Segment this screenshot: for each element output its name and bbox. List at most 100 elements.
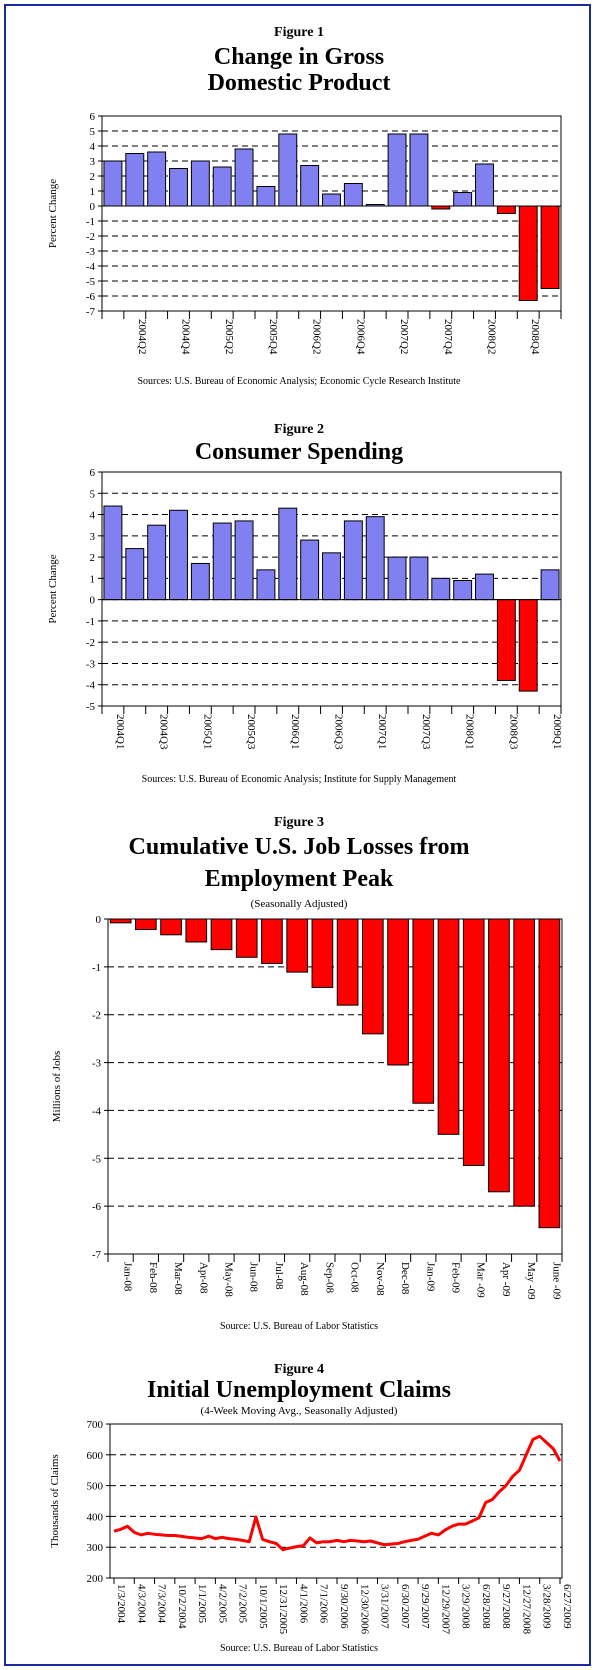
figure-1-bar [300,165,320,207]
figure-4-xtick-label: 7/3/2004 [156,1584,168,1624]
figure-3-ytick-label: -7 [92,1249,102,1261]
figure-2-bar [212,522,232,601]
figure-3-bar [160,918,182,936]
figure-3-label: Figure 3 [274,815,324,830]
figure-1-ytick-label: 0 [90,201,96,213]
figure-1-bar [169,168,188,207]
figure-1-xtick-label: 2008Q2 [486,319,498,354]
figure-3-xtick-label: May-08 [223,1262,235,1297]
figure-4-series-line [113,1434,562,1552]
figure-2-bar [540,569,560,601]
figure-2-bar [256,569,276,601]
figure-1-bar [387,133,407,207]
figure-4-xtick-label: 12/29/2007 [439,1584,451,1635]
figure-2-xtick-label: 2005Q1 [201,714,213,749]
figure-3-source: Source: U.S. Bureau of Labor Statistics [220,1321,378,1332]
figures-panel: Figure 1 Change in Gross Domestic Product 6… [4,4,591,1666]
figure-2-xtick-label: 2009Q1 [551,714,563,749]
figure-3-title-line: Employment Peak [205,866,394,892]
figure-1-xtick-label: 2006Q2 [311,319,323,354]
figure-2-bar [453,579,473,601]
figure-4-source: Source: U.S. Bureau of Labor Statistics [220,1643,378,1654]
figure-3-bar [261,918,283,965]
figure-4-ytick-label: 200 [87,1573,104,1585]
figure-2-bar [169,509,188,601]
figure-2-bar [190,562,210,601]
figure-1-label: Figure 1 [274,25,324,40]
figure-1-xtick-label: 2007Q4 [442,319,454,355]
figure-4-xtick-label: 6/28/2008 [480,1584,492,1629]
figure-3-bar [538,918,561,1229]
figure-2-xtick-label: 2005Q3 [245,714,257,750]
figure-3-bar [311,918,334,988]
figure-4-xtick-label: 9/30/2006 [338,1584,350,1629]
figure-2-ytick-label: 3 [90,531,96,543]
figure-2-bar [278,507,298,601]
figure-1-source: Sources: U.S. Bureau of Economic Analysi… [138,376,462,387]
figure-3-bar [412,918,435,1104]
figure-2-bar [322,552,341,601]
figure-2-bar [431,577,451,601]
figure-1-xtick-label: 2007Q2 [398,319,410,354]
figure-4-ytick-label: 500 [87,1481,104,1493]
figure-2-ytick-label: -4 [86,680,96,692]
figure-4-xtick-label: 3/28/2009 [541,1584,553,1629]
figure-2-label: Figure 2 [274,422,324,437]
figure-3-xtick-label: Apr -09 [500,1262,512,1297]
figure-4-xtick-label: 12/27/2008 [520,1584,532,1635]
figure-4-xtick-label: 3/29/2008 [460,1584,472,1629]
figure-3-ytick-label: -6 [92,1201,102,1213]
figure-1-ytick-label: 5 [90,126,96,138]
figure-1-ytick-label: -1 [86,216,95,228]
figure-3-bar [437,918,460,1135]
figure-4-xtick-label: 12/31/2005 [277,1584,289,1635]
figure-1-bar [256,186,276,207]
figure-3-bar [109,918,132,924]
figure-2-xtick-label: 2007Q3 [420,714,432,750]
figure-1-ytick-label: -3 [86,246,96,258]
figure-1-xtick-label: 2004Q2 [136,319,148,354]
figure-3-xtick-label: Nov-08 [374,1262,386,1296]
figure-3-xtick-label: Mar-08 [172,1262,184,1295]
figure-2-ytick-label: -1 [86,616,95,628]
figure-2-ytick-label: 6 [90,467,96,479]
figure-3-xtick-label: Apr-08 [197,1262,209,1294]
figure-1-ytick-label: -5 [86,276,96,288]
figure-2-source: Sources: U.S. Bureau of Economic Analysi… [142,774,457,785]
figure-3-xtick-label: Oct-08 [349,1262,361,1293]
figure-3-subtitle: (Seasonally Adjusted) [251,898,348,910]
figure-1-ytick-label: -4 [86,261,96,273]
figure-4-ylabel: Thousands of Claims [49,1454,61,1548]
figure-1-ytick-label: 1 [90,186,96,198]
figure-3-xtick-label: Jan-09 [424,1262,436,1292]
figure-1-ytick-label: 6 [90,111,96,123]
figure-2-xtick-label: 2007Q1 [376,714,388,749]
figure-1-ytick-label: 2 [90,171,96,183]
figure-1-bar [453,192,473,207]
figure-3-ytick-label: -2 [92,1010,101,1022]
figure-2-ytick-label: 2 [90,552,96,564]
figure-2-bar [234,520,254,601]
figure-4-xtick-label: 4/3/2004 [135,1584,147,1624]
figure-1-bar [103,160,123,207]
figure-3-bar [513,918,536,1207]
figure-2-ytick-label: 1 [90,573,96,585]
figure-3-xtick-label: Sep-08 [323,1262,335,1294]
figure-2-ytick-label: -5 [86,701,96,713]
figure-2-xtick-label: 2004Q3 [158,714,170,750]
figure-4-subtitle: (4-Week Moving Avg., Seasonally Adjusted… [201,1405,398,1417]
figure-1-title-line: Domestic Product [208,70,391,96]
figure-1-bar [147,151,167,207]
figure-4-xtick-label: 7/2/2005 [237,1584,249,1624]
figure-2-bar [496,599,516,681]
figure-3-bar [185,918,208,943]
figure-3-xtick-label: May -09 [525,1262,537,1300]
figure-3-bar [336,918,359,1006]
figure-4-xtick-label: 10/2/2004 [176,1584,188,1629]
figure-1-bar [540,205,560,289]
figure-2-bar [300,539,320,601]
figure-3-ytick-label: -3 [92,1058,102,1070]
figure-2-bar [103,505,123,601]
figure-4-xtick-label: 12/30/2006 [358,1584,370,1635]
figure-2-title-line: Consumer Spending [195,439,403,465]
